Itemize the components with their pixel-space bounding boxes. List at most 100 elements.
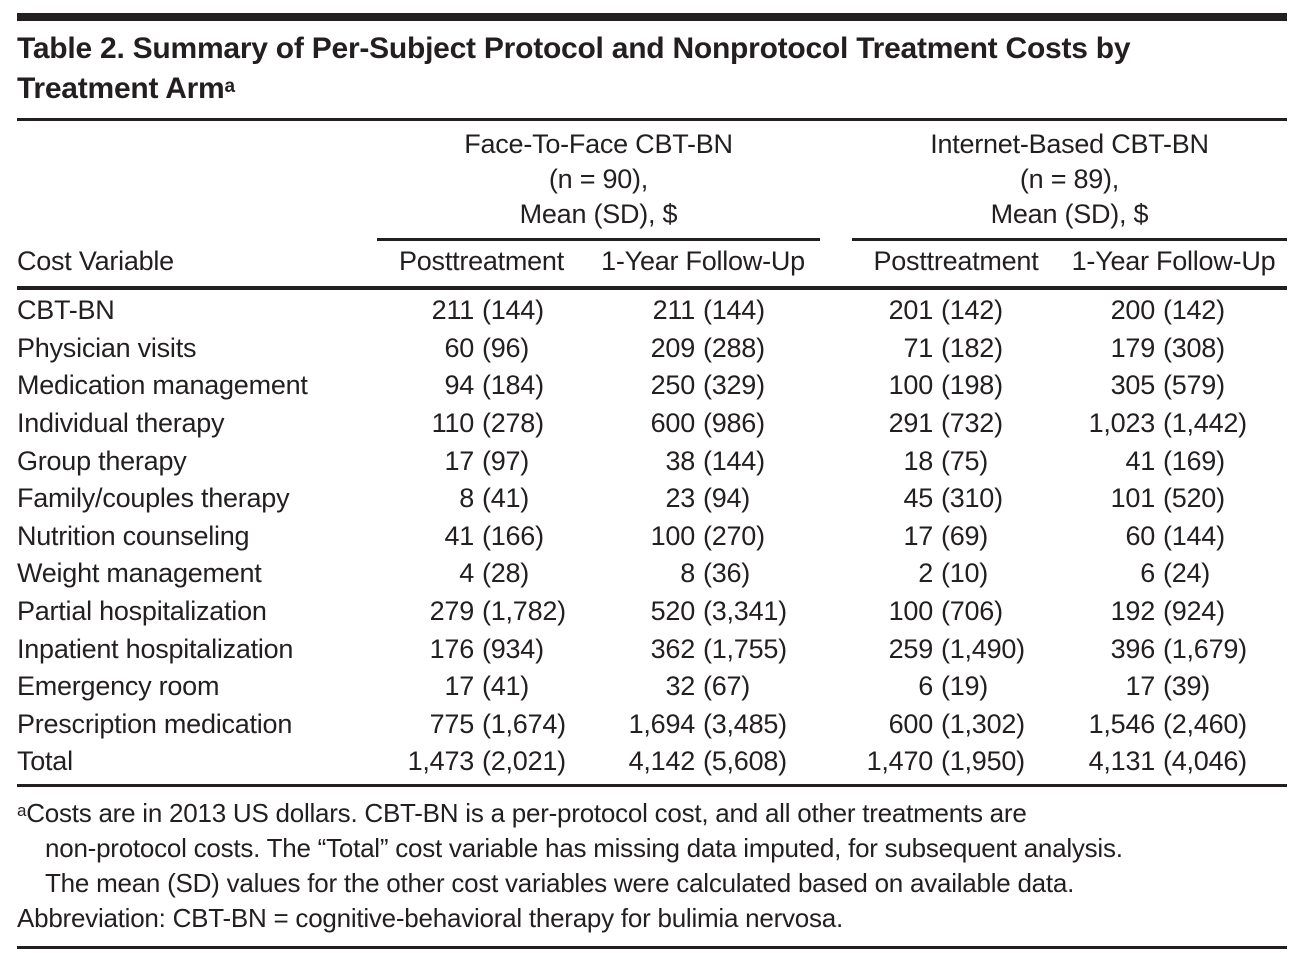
row-label: Nutrition counseling	[17, 520, 250, 551]
column-header-1-year-follow-up: 1-Year Follow-Up	[1071, 246, 1276, 276]
cell-sd: (69)	[941, 520, 989, 551]
table-cell: 41 (166)	[377, 521, 586, 552]
row-label: Group therapy	[17, 445, 187, 476]
table-cell: 305 (579)	[1060, 370, 1287, 401]
table-row: Total 1,473 (2,021) 4,142 (5,608) 1,470 (1,…	[17, 743, 1287, 781]
group-spanner-rule	[377, 238, 820, 241]
cell-sd: (41)	[482, 671, 530, 702]
cell-mean: 192	[1110, 596, 1156, 627]
footnote-line: non-protocol costs. The “Total” cost var…	[45, 832, 1123, 863]
table-cell: 17 (97)	[377, 446, 586, 477]
group-unit-line: Mean (SD), $	[519, 199, 678, 229]
table-cell: 100 (198)	[836, 370, 1060, 401]
cell-sd: (144)	[482, 295, 544, 326]
table-cell: 1,546 (2,460)	[1060, 709, 1287, 740]
cell-mean: 8	[459, 483, 474, 514]
cell-mean: 362	[650, 633, 696, 664]
bottom-rule	[17, 945, 1287, 949]
table-cell: 38 (144)	[586, 446, 836, 477]
table-cell: 600 (986)	[586, 408, 836, 439]
cell-mean: 600	[650, 408, 696, 439]
cell-sd: (144)	[703, 445, 765, 476]
table-cell: 176 (934)	[377, 634, 586, 665]
cell-mean: 100	[650, 520, 696, 551]
row-label: Total	[17, 746, 73, 777]
cell-mean: 209	[650, 332, 696, 363]
title-footnote-marker: a	[224, 76, 236, 97]
cell-sd: (75)	[941, 445, 989, 476]
cell-mean: 1,470	[866, 746, 934, 777]
table-title-text: Table 2. Summary of Per-Subject Protocol…	[17, 32, 1131, 105]
table-cell: 1,023 (1,442)	[1060, 408, 1287, 439]
footnote-text: Costs are in 2013 US dollars. CBT-BN is …	[26, 797, 1027, 828]
cell-mean: 201	[888, 295, 934, 326]
cell-sd: (288)	[703, 332, 765, 363]
table-cell: 1,694 (3,485)	[586, 709, 836, 740]
cell-sd: (144)	[1163, 520, 1225, 551]
cell-mean: 1,546	[1088, 708, 1156, 739]
table-body: CBT-BN 211 (144) 211 (144) 201 (142) 200 (14…	[17, 290, 1287, 787]
cell-sd: (2,460)	[1163, 708, 1247, 739]
cell-mean: 250	[650, 370, 696, 401]
cell-mean: 94	[444, 370, 474, 401]
cell-mean: 4,142	[628, 746, 696, 777]
table-cell: 259 (1,490)	[836, 634, 1060, 665]
table-cell: 396 (1,679)	[1060, 634, 1287, 665]
cell-sd: (924)	[1163, 596, 1225, 627]
row-label: Partial hospitalization	[17, 596, 267, 627]
table-cell: 101 (520)	[1060, 483, 1287, 514]
cell-sd: (1,674)	[482, 708, 566, 739]
group-title-line: Face-To-Face CBT-BN	[464, 129, 733, 159]
table-cell: 8 (41)	[377, 483, 586, 514]
cell-sd: (24)	[1163, 558, 1211, 589]
footnote-line: aCosts are in 2013 US dollars. CBT-BN is…	[17, 793, 1287, 831]
column-header-posttreatment: Posttreatment	[399, 246, 564, 276]
row-label: Prescription medication	[17, 708, 293, 739]
table-title: Table 2. Summary of Per-Subject Protocol…	[17, 21, 1287, 118]
table-cell: 41 (169)	[1060, 446, 1287, 477]
group-spanner-rule	[852, 238, 1287, 241]
table-cell: 110 (278)	[377, 408, 586, 439]
row-label: Physician visits	[17, 332, 197, 363]
cell-mean: 600	[888, 708, 934, 739]
cell-sd: (520)	[1163, 483, 1225, 514]
table-cell: 17 (69)	[836, 521, 1060, 552]
cell-mean: 32	[665, 671, 695, 702]
cell-sd: (1,679)	[1163, 633, 1247, 664]
footnote-line: The mean (SD) values for the other cost …	[45, 867, 1075, 898]
table-cell: 179 (308)	[1060, 333, 1287, 364]
table-cell: 520 (3,341)	[586, 596, 836, 627]
table-cell: 8 (36)	[586, 558, 836, 589]
cell-mean: 6	[918, 671, 933, 702]
cell-sd: (166)	[482, 520, 544, 551]
table-cell: 209 (288)	[586, 333, 836, 364]
table-row: Group therapy 17 (97) 38 (144) 18 (75) 41 (1…	[17, 442, 1287, 480]
table-cell: 4,131 (4,046)	[1060, 746, 1287, 777]
table-cell: 4 (28)	[377, 558, 586, 589]
footnote-marker: a	[17, 800, 27, 820]
cell-sd: (1,490)	[941, 633, 1025, 664]
table-cell: 192 (924)	[1060, 596, 1287, 627]
cell-mean: 305	[1110, 370, 1156, 401]
column-header-posttreatment: Posttreatment	[873, 246, 1039, 276]
cell-sd: (2,021)	[482, 746, 566, 777]
column-header-cost-variable: Cost Variable	[17, 246, 174, 276]
cell-mean: 17	[444, 445, 474, 476]
cell-sd: (39)	[1163, 671, 1211, 702]
cell-mean: 100	[888, 370, 934, 401]
group-unit-line: Mean (SD), $	[990, 199, 1149, 229]
cell-mean: 259	[888, 633, 934, 664]
row-label: Medication management	[17, 370, 308, 401]
title-divider-rule	[17, 118, 1287, 121]
cell-mean: 179	[1110, 332, 1156, 363]
cell-mean: 17	[444, 671, 474, 702]
cell-sd: (198)	[941, 370, 1003, 401]
cell-mean: 23	[665, 483, 695, 514]
cell-mean: 4	[459, 558, 474, 589]
cell-sd: (1,755)	[703, 633, 787, 664]
cell-sd: (94)	[703, 483, 751, 514]
cell-mean: 110	[431, 408, 475, 439]
cell-mean: 200	[1110, 295, 1156, 326]
group-n-line: (n = 89),	[1019, 164, 1120, 194]
